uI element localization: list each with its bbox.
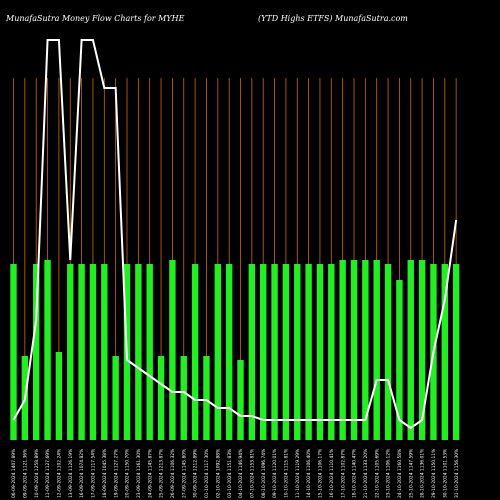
bar (191, 264, 199, 440)
bar (78, 264, 85, 440)
bar (305, 264, 312, 440)
bar (112, 356, 119, 440)
bar (44, 260, 51, 440)
bar (396, 280, 403, 440)
x-tick-label: 22-10-2024 1105.69% (374, 449, 380, 498)
bar (452, 264, 460, 440)
bar (33, 264, 40, 440)
bar (225, 264, 233, 440)
bar (418, 260, 426, 440)
x-tick-label: 17-10-2024 1102.87% (340, 449, 346, 498)
bar (384, 264, 392, 440)
bar (339, 260, 346, 440)
bar (362, 260, 369, 440)
bar (203, 356, 210, 440)
x-tick-label: 11-09-2024 1127.69% (45, 449, 51, 498)
x-tick-label: 29-10-2024 1150.11% (431, 449, 437, 498)
x-tick-label: 23-10-2024 1106.12% (386, 449, 392, 498)
bar (55, 352, 63, 440)
x-tick-label: 18-09-2024 1045.38% (102, 449, 108, 498)
x-tick-label: 15-10-2024 1106.17% (318, 449, 324, 498)
x-tick-label: 09-10-2024 1120.01% (272, 449, 278, 498)
bar (294, 264, 301, 440)
bar (10, 264, 17, 440)
x-tick-label: 24-10-2024 1160.58% (397, 449, 403, 498)
bar (328, 264, 335, 440)
x-tick-label: 28-10-2024 1136.01% (420, 449, 426, 498)
x-tick-label: 12-09-2024 1102.24% (57, 449, 63, 498)
x-tick-label: 19-09-2024 1127.27% (113, 449, 119, 498)
bar (157, 356, 165, 440)
x-tick-label: 26-09-2024 1106.32% (170, 449, 176, 498)
bar (89, 264, 97, 440)
x-tick-label: 17-09-2024 1117.54% (91, 449, 97, 498)
bar (441, 264, 448, 440)
x-tick-label: 06-09-2024 1407.89% (11, 449, 17, 498)
x-tick-label: 09-09-2024 1121.36% (22, 449, 28, 498)
x-tick-label: 04-10-2024 1146.94% (238, 449, 244, 498)
x-tick-label: 31-10-2024 1156.30% (454, 449, 460, 498)
bar (180, 356, 187, 440)
x-tick-label: 30-10-2024 1101.53% (442, 449, 448, 498)
x-tick-label: 18-10-2024 1140.47% (352, 449, 358, 498)
x-tick-label: 25-09-2024 1213.87% (159, 449, 165, 498)
bar (350, 260, 358, 440)
bar (101, 264, 108, 440)
x-tick-label: 21-10-2024 1133.20% (363, 449, 369, 498)
x-tick-label: 20-09-2024 1150.70% (125, 449, 131, 498)
x-tick-label: 27-09-2024 1145.80% (181, 449, 187, 498)
bar (316, 264, 324, 440)
x-tick-label: 16-10-2024 1110.41% (329, 449, 335, 498)
chart-title: MunafaSutra Money Flow Charts for MYHE (6, 14, 185, 23)
bar (214, 264, 221, 440)
bar (237, 360, 244, 440)
x-tick-label: 11-10-2024 1119.29% (295, 449, 301, 498)
x-tick-label: 25-10-2024 1147.59% (408, 449, 414, 498)
x-tick-label: 02-10-2024 1092.88% (215, 449, 221, 498)
bar (169, 260, 176, 440)
x-axis-labels: 06-09-2024 1407.89% 09-09-2024 1121.36% 10… (11, 449, 460, 498)
x-tick-label: 16-09-2024 1074.82% (79, 449, 85, 498)
x-tick-label: 13-09-2024 1126.19% (68, 449, 74, 498)
x-tick-label: 01-10-2024 1117.30% (204, 449, 210, 498)
bar-series (10, 260, 460, 440)
x-tick-label: 14-10-2024 1106.40% (306, 449, 312, 498)
bar (260, 264, 267, 440)
x-tick-label: 24-09-2024 1145.87% (147, 449, 153, 498)
bar (146, 264, 153, 440)
x-tick-label: 07-10-2024 1153.81% (249, 449, 255, 498)
x-tick-label: 03-10-2024 1151.83% (227, 449, 233, 498)
x-tick-label: 30-09-2024 1212.89% (193, 449, 199, 498)
money-flow-line (12, 39, 458, 430)
bar (282, 264, 290, 440)
bar (67, 264, 74, 440)
bar (373, 260, 380, 440)
x-tick-label: 10-10-2024 1115.81% (284, 449, 290, 498)
x-tick-label: 23-09-2024 1161.30% (136, 449, 142, 498)
bar (248, 264, 256, 440)
bar (271, 264, 278, 440)
chart-subtitle: (YTD Highs ETFS) MunafaSutra.com (258, 14, 408, 23)
x-tick-label: 08-10-2024 1096.74% (261, 449, 267, 498)
bar (135, 264, 142, 440)
x-tick-label: 10-09-2024 1258.89% (34, 449, 40, 498)
bar (407, 260, 414, 440)
